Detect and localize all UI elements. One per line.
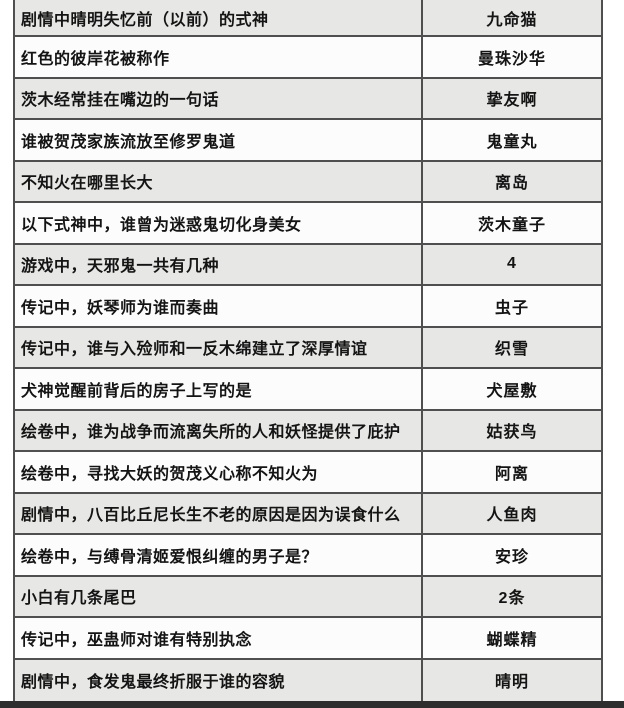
answer-cell: 离岛 — [494, 175, 529, 193]
answer-cell: 安珍 — [494, 548, 529, 566]
question-cell: 谁被贺茂家族流放至修罗鬼道 — [15, 120, 423, 160]
table-row: 茨木经常挂在嘴边的一句话 挚友啊 — [15, 78, 601, 120]
answer-cell: 晴明 — [494, 674, 529, 692]
question-cell: 绘卷中，寻找大妖的贺茂义心称不知火为 — [15, 452, 423, 492]
question-cell: 游戏中，天邪鬼一共有几种 — [15, 244, 423, 284]
answer-cell: 九命猫 — [486, 11, 538, 29]
question-cell: 犬神觉醒前背后的房子上写的是 — [15, 369, 423, 409]
table-row: 绘卷中，谁为战争而流离失所的人和妖怪提供了庇护 姑获鸟 — [15, 410, 601, 452]
answer-cell: 人鱼肉 — [486, 507, 538, 525]
answer-cell: 4 — [507, 255, 517, 273]
quiz-answer-table: 剧情中晴明失忆前（以前）的式神 九命猫 红色的彼岸花被称作 曼珠沙华 茨木经常挂… — [13, 0, 603, 701]
answer-cell: 犬屋敷 — [486, 382, 538, 400]
table-row: 传记中，巫蛊师对谁有特别执念 蝴蝶精 — [15, 618, 601, 660]
question-cell: 小白有几条尾巴 — [15, 576, 423, 616]
table-row: 传记中，妖琴师为谁而奏曲 虫子 — [15, 286, 601, 328]
answer-cell: 织雪 — [494, 341, 529, 359]
bottom-edge-bar — [0, 701, 624, 708]
table-row: 绘卷中，与缚骨清姬爱恨纠缠的男子是？ 安珍 — [15, 535, 601, 577]
question-cell: 绘卷中，与缚骨清姬爱恨纠缠的男子是？ — [15, 535, 423, 575]
answer-cell: 阿离 — [494, 465, 529, 483]
answer-cell: 虫子 — [494, 299, 529, 317]
answer-cell: 姑获鸟 — [486, 424, 538, 442]
table-row: 不知火在哪里长大 离岛 — [15, 161, 601, 203]
table-row: 小白有几条尾巴 2条 — [15, 576, 601, 618]
table-row: 以下式神中，谁曾为迷惑鬼切化身美女 茨木童子 — [15, 203, 601, 245]
question-cell: 红色的彼岸花被称作 — [15, 37, 423, 77]
table-row: 剧情中，食发鬼最终折服于谁的容貌 晴明 — [15, 659, 601, 701]
answer-cell: 2条 — [498, 590, 526, 608]
answer-cell: 茨木童子 — [477, 216, 546, 234]
question-cell: 剧情中晴明失忆前（以前）的式神 — [15, 0, 423, 35]
question-cell: 茨木经常挂在嘴边的一句话 — [15, 78, 423, 118]
question-cell: 以下式神中，谁曾为迷惑鬼切化身美女 — [15, 203, 423, 243]
question-cell: 传记中，巫蛊师对谁有特别执念 — [15, 618, 423, 658]
question-cell: 传记中，谁与入殓师和一反木绵建立了深厚情谊 — [15, 327, 423, 367]
table-row: 传记中，谁与入殓师和一反木绵建立了深厚情谊 织雪 — [15, 327, 601, 369]
table-row: 犬神觉醒前背后的房子上写的是 犬屋敷 — [15, 369, 601, 411]
question-cell: 剧情中，八百比丘尼长生不老的原因是因为误食什么 — [15, 493, 423, 533]
table-row: 剧情中，八百比丘尼长生不老的原因是因为误食什么 人鱼肉 — [15, 493, 601, 535]
answer-cell: 挚友啊 — [486, 92, 538, 110]
question-cell: 剧情中，食发鬼最终折服于谁的容貌 — [15, 659, 423, 701]
answer-cell: 曼珠沙华 — [477, 50, 546, 68]
question-cell: 绘卷中，谁为战争而流离失所的人和妖怪提供了庇护 — [15, 410, 423, 450]
table-row: 红色的彼岸花被称作 曼珠沙华 — [15, 37, 601, 79]
table-row: 绘卷中，寻找大妖的贺茂义心称不知火为 阿离 — [15, 452, 601, 494]
question-cell: 传记中，妖琴师为谁而奏曲 — [15, 286, 423, 326]
answer-cell: 蝴蝶精 — [486, 631, 538, 649]
question-cell: 不知火在哪里长大 — [15, 161, 423, 201]
table-row: 剧情中晴明失忆前（以前）的式神 九命猫 — [15, 0, 601, 37]
table-row: 游戏中，天邪鬼一共有几种 4 — [15, 244, 601, 286]
answer-cell: 鬼童丸 — [486, 133, 538, 151]
table-row: 谁被贺茂家族流放至修罗鬼道 鬼童丸 — [15, 120, 601, 162]
